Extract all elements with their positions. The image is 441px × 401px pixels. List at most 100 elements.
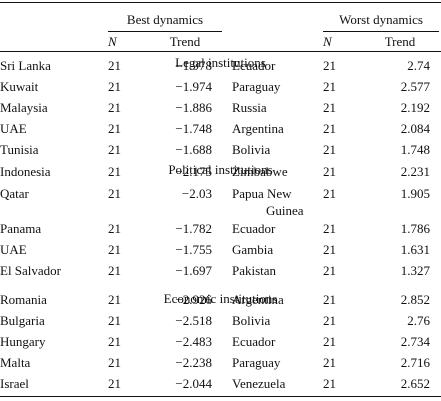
best-country-cell: Qatar (0, 186, 29, 201)
worst-trend-cell: 2.084 (400, 121, 430, 136)
worst-trend-cell: 2.716 (400, 355, 430, 370)
worst-country-cell: Paraguay (232, 79, 281, 94)
worst-trend-header: Trend (384, 34, 416, 49)
best-trend-cell: −1.886 (175, 100, 212, 115)
best-country-cell: Sri Lanka (0, 58, 51, 73)
best-country-cell: Israel (0, 376, 29, 391)
best-country-cell: Kuwait (0, 79, 39, 94)
worst-country-cell: Zimbabwe (232, 164, 288, 179)
best-country-cell: El Salvador (0, 263, 62, 278)
worst-n-cell: 21 (323, 58, 336, 73)
worst-group-rule (323, 31, 439, 32)
worst-country-cell: Bolivia (232, 313, 271, 328)
best-n-cell: 21 (108, 121, 121, 136)
best-country-cell: Romania (0, 292, 47, 307)
best-n-header: N (108, 34, 117, 49)
worst-country-cell: Papua New (232, 186, 292, 201)
worst-trend-cell: 1.905 (400, 186, 430, 201)
worst-n-cell: 21 (323, 186, 336, 201)
worst-n-cell: 21 (323, 355, 336, 370)
best-n-cell: 21 (108, 355, 121, 370)
best-trend-cell: −1.974 (175, 79, 212, 94)
best-country-cell: UAE (0, 121, 27, 136)
worst-n-header: N (323, 34, 332, 49)
best-n-cell: 21 (108, 242, 121, 257)
worst-dynamics-heading: Worst dynamics (339, 12, 423, 27)
worst-n-cell: 21 (323, 79, 336, 94)
worst-trend-cell: 2.192 (400, 100, 430, 115)
best-n-cell: 21 (108, 100, 121, 115)
best-trend-cell: −1.688 (175, 142, 212, 157)
worst-trend-cell: 2.734 (400, 334, 430, 349)
worst-country-cell: Argentina (232, 121, 284, 136)
worst-country-cell: Bolivia (232, 142, 271, 157)
worst-country-cell: Ecuador (232, 58, 276, 73)
best-country-cell: Indonesia (0, 164, 51, 179)
best-country-cell: Tunisia (0, 142, 39, 157)
section-title: Economic institutions (163, 291, 278, 306)
worst-n-cell: 21 (323, 334, 336, 349)
best-trend-cell: −1.697 (175, 263, 212, 278)
worst-n-cell: 21 (323, 242, 336, 257)
best-n-cell: 21 (108, 263, 121, 278)
worst-country-cell: Venezuela (232, 376, 286, 391)
worst-trend-cell: 2.577 (400, 79, 430, 94)
worst-n-cell: 21 (323, 221, 336, 236)
worst-country-cell: Gambia (232, 242, 274, 257)
worst-trend-cell: 2.231 (400, 164, 430, 179)
best-dynamics-heading: Best dynamics (126, 12, 204, 27)
best-trend-cell: −2.03 (181, 186, 212, 201)
worst-country-cell: Pakistan (232, 263, 277, 278)
best-n-cell: 21 (108, 376, 121, 391)
best-group-rule (108, 31, 222, 32)
worst-trend-cell: 2.76 (407, 313, 430, 328)
best-n-cell: 21 (108, 221, 121, 236)
best-trend-cell: −2.175 (175, 164, 212, 179)
best-trend-cell: −2.238 (175, 355, 212, 370)
worst-trend-cell: 1.748 (400, 142, 430, 157)
best-n-cell: 21 (108, 313, 121, 328)
worst-n-cell: 21 (323, 263, 336, 278)
section-title: Legal institutions (175, 55, 266, 70)
best-country-cell: Bulgaria (0, 313, 45, 328)
best-trend-cell: −1.978 (175, 58, 212, 73)
worst-n-cell: 21 (323, 292, 336, 307)
best-trend-cell: −2.483 (175, 334, 212, 349)
worst-country-cell: Paraguay (232, 355, 281, 370)
best-trend-cell: −1.755 (175, 242, 212, 257)
worst-n-cell: 21 (323, 142, 336, 157)
worst-country-cell: Argentina (232, 292, 284, 307)
best-trend-cell: −1.748 (175, 121, 212, 136)
best-country-cell: Malta (0, 355, 31, 370)
best-n-cell: 21 (108, 164, 121, 179)
worst-country-cell: Ecuador (232, 221, 276, 236)
worst-trend-cell: 1.631 (400, 242, 430, 257)
header-rule (0, 51, 441, 52)
section-title: Political institutions (168, 162, 273, 177)
worst-country-cell-continued: Guinea (266, 203, 304, 218)
worst-trend-cell: 1.327 (400, 263, 430, 278)
best-n-cell: 21 (108, 79, 121, 94)
best-trend-cell: −2.044 (175, 376, 212, 391)
best-country-cell: UAE (0, 242, 27, 257)
worst-trend-cell: 2.74 (407, 58, 430, 73)
best-country-cell: Hungary (0, 334, 46, 349)
best-trend-cell: −1.782 (175, 221, 212, 236)
best-trend-cell: −2.518 (175, 313, 212, 328)
best-trend-cell: −2.926 (175, 292, 212, 307)
bottom-rule (0, 396, 441, 397)
worst-n-cell: 21 (323, 121, 336, 136)
best-n-cell: 21 (108, 292, 121, 307)
worst-n-cell: 21 (323, 313, 336, 328)
top-rule (0, 2, 441, 3)
best-trend-header: Trend (169, 34, 201, 49)
best-n-cell: 21 (108, 142, 121, 157)
worst-n-cell: 21 (323, 376, 336, 391)
worst-n-cell: 21 (323, 100, 336, 115)
worst-country-cell: Ecuador (232, 334, 276, 349)
worst-n-cell: 21 (323, 164, 336, 179)
worst-trend-cell: 1.786 (400, 221, 430, 236)
best-n-cell: 21 (108, 334, 121, 349)
worst-trend-cell: 2.852 (400, 292, 430, 307)
